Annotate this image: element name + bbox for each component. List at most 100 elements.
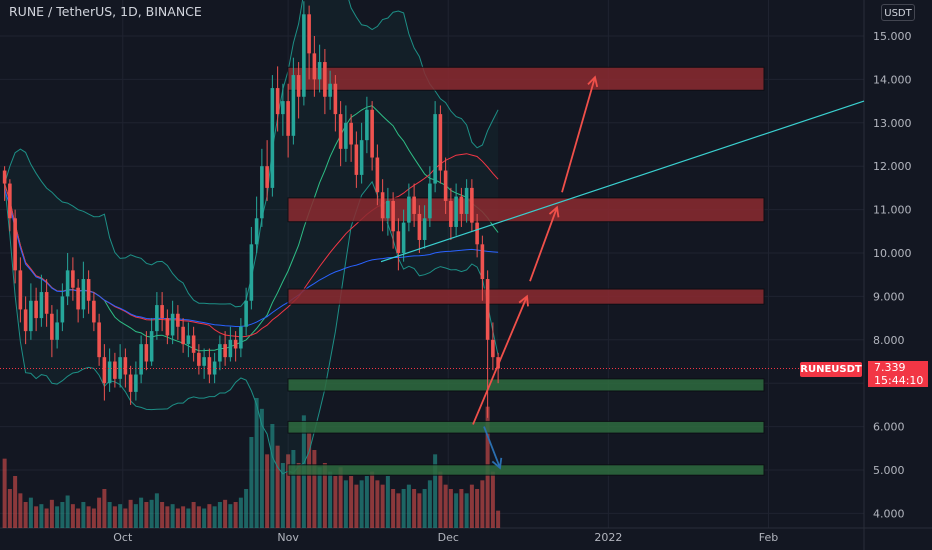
x-axis[interactable]: Oct Nov Dec 2022 Feb <box>113 531 778 544</box>
y-tick-label: 13.000 <box>873 117 912 130</box>
projection-arrow <box>472 296 528 425</box>
candle-body <box>176 313 180 327</box>
candle-body <box>375 157 380 193</box>
volume-bar <box>207 504 212 528</box>
volume-bar <box>154 493 159 528</box>
volume-bar <box>333 476 338 528</box>
volume-bar <box>2 458 7 528</box>
candle-body <box>454 196 458 227</box>
candle-body <box>2 170 7 184</box>
volume-bar <box>254 398 259 528</box>
candle-body <box>29 300 33 332</box>
candle-body <box>380 192 385 219</box>
candle-body <box>317 62 322 80</box>
candle-body <box>433 114 437 184</box>
y-tick-label: 14.000 <box>873 73 912 86</box>
candle-body <box>491 339 495 358</box>
candle-body <box>233 339 238 349</box>
candle-body <box>113 361 117 379</box>
volume-bar <box>76 508 81 528</box>
candle-body <box>475 222 479 245</box>
volume-bar <box>396 493 401 528</box>
volume-bar <box>233 502 238 528</box>
volume-bar <box>34 506 39 528</box>
last-price-tag: 7.339 15:44:10 <box>868 361 928 387</box>
symbol-tag: RUNEUSDT <box>800 362 862 377</box>
candle-body <box>365 109 369 141</box>
candle-body <box>428 183 432 219</box>
candle-body <box>349 122 353 145</box>
candle-body <box>386 200 390 219</box>
candle-body <box>449 200 453 227</box>
volume-bar <box>459 489 464 528</box>
candle-body <box>412 196 416 214</box>
down-arrow-head <box>491 457 503 470</box>
volume-bar <box>464 493 469 528</box>
volume-bar <box>448 489 453 528</box>
candle-body <box>338 114 343 149</box>
candle-body <box>401 222 406 253</box>
projection-arrow-head <box>548 205 560 218</box>
candle-body <box>107 361 112 384</box>
volume-bar <box>475 489 480 528</box>
currency-button[interactable]: USDT <box>881 4 915 21</box>
candle-body <box>328 83 332 97</box>
candle-body <box>60 296 65 323</box>
volume-bar <box>18 493 23 528</box>
candle-body <box>470 187 474 223</box>
candle-body <box>370 109 374 158</box>
candle-body <box>55 322 59 340</box>
projection-arrow <box>561 76 596 193</box>
volume-bar <box>296 463 301 528</box>
candle-body <box>71 270 75 288</box>
volume-bar <box>438 471 443 528</box>
volume-bar <box>385 476 390 528</box>
volume-bar <box>375 480 380 528</box>
support-zone <box>287 378 765 392</box>
band-fill <box>4 0 499 474</box>
candle-body <box>254 218 259 245</box>
candle-body <box>270 88 275 188</box>
candle-body <box>134 374 138 392</box>
candle-body <box>197 352 201 366</box>
volume-bar <box>23 502 28 528</box>
volume-bar <box>286 454 291 528</box>
x-tick-label: 2022 <box>594 531 622 544</box>
volume-bar <box>427 480 432 528</box>
candle-body <box>18 270 23 310</box>
volume-bar <box>118 504 123 528</box>
volume-bar <box>275 445 280 528</box>
volume-bar <box>60 502 65 528</box>
volume-bar <box>490 471 495 528</box>
volume-bar <box>280 463 285 528</box>
candle-body <box>165 318 170 336</box>
candle-body <box>202 357 206 366</box>
candle-body <box>160 305 164 319</box>
candle-body <box>92 300 96 323</box>
candle-body <box>13 218 17 271</box>
band-lower <box>4 180 499 475</box>
candle-body <box>139 344 143 375</box>
y-axis[interactable]: 4.0005.0006.0007.0008.0009.00010.00011.0… <box>873 30 912 520</box>
volume-bar <box>454 493 459 528</box>
candle-body <box>86 279 91 301</box>
x-tick-label: Dec <box>438 531 459 544</box>
candle-body <box>296 75 301 97</box>
volume-bar <box>480 480 485 528</box>
volume-bar <box>217 502 222 528</box>
volume-bar <box>144 502 149 528</box>
volume-bar <box>28 497 33 528</box>
y-tick-label: 12.000 <box>873 160 912 173</box>
volume-bar <box>165 506 170 528</box>
y-tick-label: 11.000 <box>873 204 912 217</box>
volume-bar <box>391 489 396 528</box>
volume-bar <box>228 504 233 528</box>
volume-bar <box>312 450 317 528</box>
volume-bar <box>55 506 60 528</box>
volume-bar <box>443 484 448 528</box>
candle-body <box>302 14 306 97</box>
volume-bar <box>212 506 217 528</box>
volume-bar <box>139 497 144 528</box>
candle-body <box>170 313 175 336</box>
